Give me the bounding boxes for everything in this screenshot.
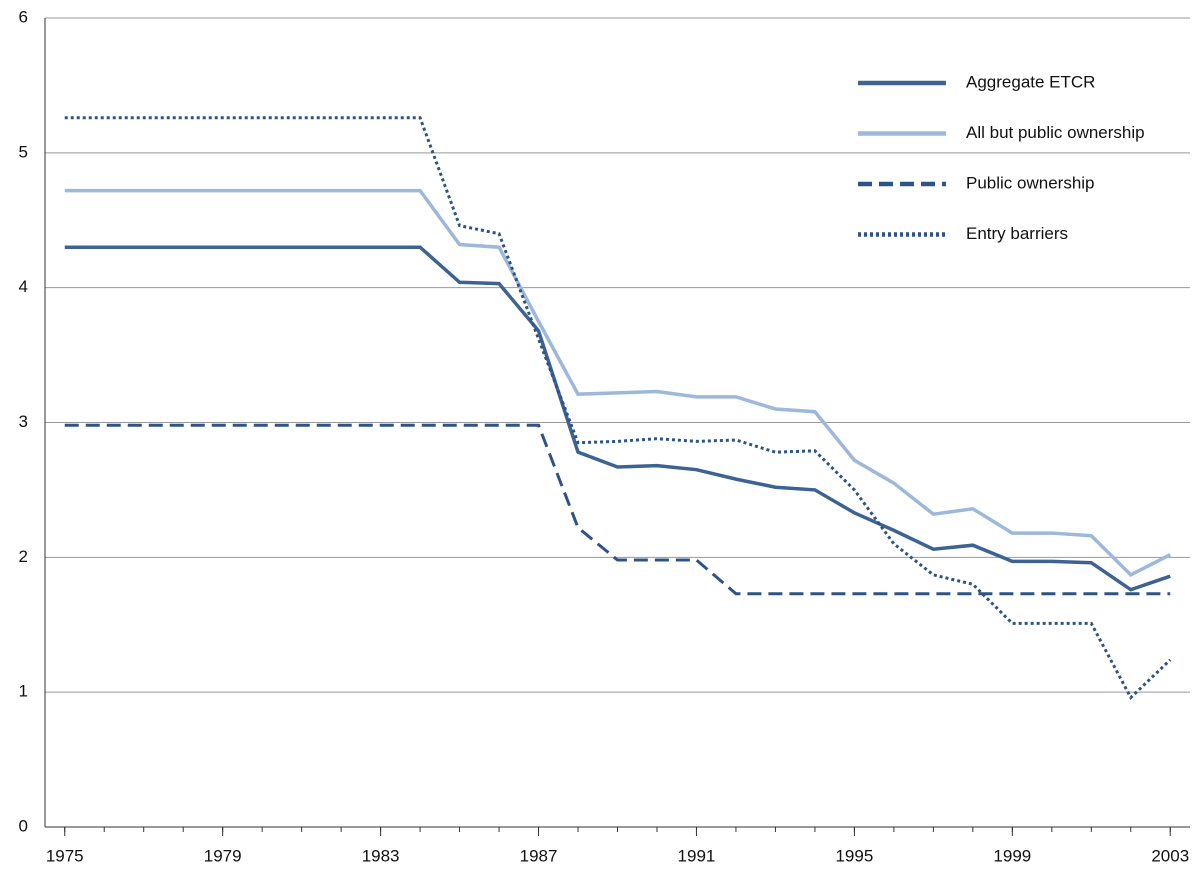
x-tick-label: 1999 [993, 846, 1031, 865]
legend-label: Entry barriers [966, 224, 1068, 243]
y-tick-label: 4 [19, 277, 28, 296]
series-line [64, 116, 1172, 701]
x-tick-label: 1975 [46, 846, 84, 865]
y-tick-label: 3 [19, 412, 28, 431]
legend-label: Aggregate ETCR [966, 72, 1095, 91]
series-line [64, 245, 1171, 592]
y-tick-label: 0 [19, 816, 28, 835]
x-tick-label: 1983 [362, 846, 400, 865]
x-tick-label: 1987 [520, 846, 558, 865]
x-tick-label: 1979 [204, 846, 242, 865]
y-tick-label: 2 [19, 547, 28, 566]
x-tick-label: 1995 [835, 846, 873, 865]
y-tick-label: 1 [19, 682, 28, 701]
x-tick-label: 1991 [678, 846, 716, 865]
series-line [64, 188, 1172, 577]
legend-label: All but public ownership [966, 123, 1145, 142]
series-line [64, 423, 1171, 596]
y-tick-label: 6 [19, 7, 28, 26]
y-tick-label: 5 [19, 142, 28, 161]
legend-label: Public ownership [966, 173, 1095, 192]
x-tick-label: 2003 [1151, 846, 1189, 865]
